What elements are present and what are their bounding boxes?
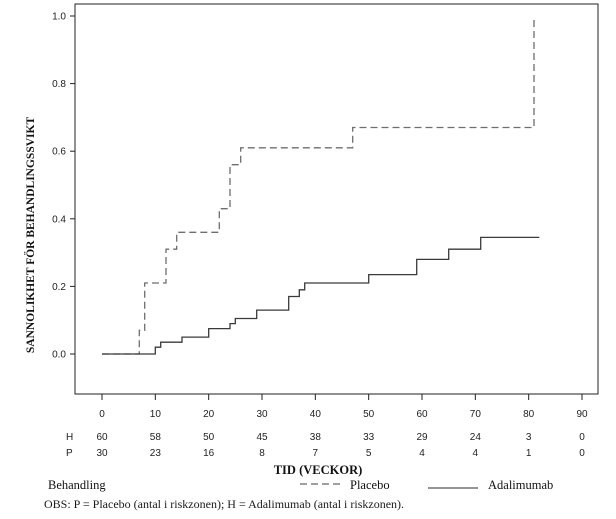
risk-cell: 33: [363, 432, 375, 443]
x-tick-label: 10: [150, 409, 162, 420]
legend: Behandling Placebo Adalimumab: [48, 478, 553, 492]
plot-frame: [74, 3, 599, 395]
risk-cell: 38: [310, 432, 322, 443]
risk-cell: 30: [96, 448, 108, 459]
series-line-placebo: [102, 16, 535, 355]
risk-cell: 58: [150, 432, 162, 443]
risk-cell: 0: [579, 432, 585, 443]
risk-cell: 23: [150, 448, 162, 459]
y-tick-label: 0.0: [52, 350, 66, 361]
x-tick-label: 0: [99, 409, 105, 420]
risk-cell: 4: [419, 448, 425, 459]
risk-row-label-h: H: [66, 432, 73, 443]
series-line-adalimumab: [102, 236, 540, 355]
legend-adalimumab-label: Adalimumab: [488, 478, 553, 492]
risk-cell: 7: [313, 448, 319, 459]
x-tick-label: 70: [470, 409, 482, 420]
legend-title: Behandling: [48, 478, 106, 492]
risk-cell: 5: [366, 448, 372, 459]
risk-cell: 24: [470, 432, 482, 443]
risk-cell: 45: [256, 432, 268, 443]
risk-cell: 8: [259, 448, 265, 459]
y-tick-label: 1.0: [52, 12, 66, 23]
x-tick-label: 30: [256, 409, 268, 420]
risk-cell: 3: [526, 432, 532, 443]
risk-cell: 50: [203, 432, 215, 443]
y-tick-label: 0.8: [52, 79, 66, 90]
risk-cell: 4: [473, 448, 479, 459]
x-tick-label: 40: [310, 409, 322, 420]
risk-cell: 29: [416, 432, 428, 443]
y-tick-label: 0.4: [52, 214, 66, 225]
risk-cell: 60: [96, 432, 108, 443]
x-tick-label: 50: [363, 409, 375, 420]
legend-placebo-label: Placebo: [350, 478, 390, 492]
x-tick-label: 60: [416, 409, 428, 420]
risk-cell: 0: [579, 448, 585, 459]
x-axis-label: TID (VECKOR): [274, 463, 363, 477]
y-axis-label: SANNOLIKHET FÖR BEHANDLINGSSVIKT: [23, 117, 37, 354]
y-tick-label: 0.2: [52, 282, 66, 293]
risk-cell: 16: [203, 448, 215, 459]
x-tick-label: 90: [576, 409, 588, 420]
y-tick-label: 0.6: [52, 147, 66, 158]
footnote: OBS: P = Placebo (antal i riskzonen); H …: [44, 497, 405, 511]
risk-row-label-p: P: [66, 448, 73, 459]
risk-cell: 1: [526, 448, 532, 459]
x-tick-label: 20: [203, 409, 215, 420]
x-tick-label: 80: [523, 409, 535, 420]
